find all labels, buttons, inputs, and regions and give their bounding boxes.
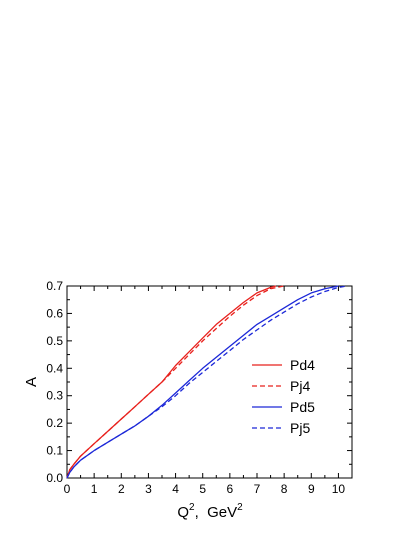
x-tick-label-0: 0	[64, 482, 71, 496]
y-tick-label-7: 0.7	[46, 279, 63, 293]
series-line-pd4	[66, 285, 277, 479]
x-tick-label-4: 4	[172, 482, 179, 496]
x-tick-label-9: 9	[308, 482, 315, 496]
y-tick-label-6: 0.6	[46, 306, 63, 320]
y-tick-label-1: 0.1	[46, 444, 63, 458]
axis-ticks	[66, 285, 352, 479]
y-tick-label-3: 0.3	[46, 389, 63, 403]
y-tick-label-4: 0.4	[46, 361, 63, 375]
x-axis-title: Q2, GeV2	[177, 502, 243, 521]
x-tick-label-2: 2	[118, 482, 125, 496]
tick-labels: 0 1 2 3 4 5 6 7 8 9 10 0.0 0.1 0.2 0.3 0.4 0.5 0.6 0.7	[46, 279, 345, 496]
series-line-pj4	[66, 285, 285, 479]
legend-label-pj5: Pj5	[290, 420, 310, 436]
x-axis-title-symbol: Q	[177, 504, 189, 521]
x-tick-label-3: 3	[145, 482, 152, 496]
legend-label-pj4: Pj4	[290, 378, 310, 394]
series-lines	[66, 285, 347, 479]
x-tick-label-7: 7	[254, 482, 261, 496]
legend-entry-pd4: Pd4	[252, 357, 315, 373]
x-axis-title-unit-exponent: 2	[237, 502, 243, 513]
x-axis-title-unit: , GeV	[195, 504, 238, 521]
legend-entry-pj5: Pj5	[252, 420, 310, 436]
y-axis-title: A	[23, 377, 40, 387]
legend-entry-pj4: Pj4	[252, 378, 310, 394]
y-tick-label-0: 0.0	[46, 471, 63, 485]
legend: Pd4 Pj4 Pd5 Pj5	[252, 357, 315, 436]
legend-label-pd5: Pd5	[290, 399, 315, 415]
legend-label-pd4: Pd4	[290, 357, 315, 373]
x-tick-label-10: 10	[332, 482, 346, 496]
y-tick-label-5: 0.5	[46, 334, 63, 348]
legend-entry-pd5: Pd5	[252, 399, 315, 415]
x-tick-label-8: 8	[281, 482, 288, 496]
x-tick-label-5: 5	[199, 482, 206, 496]
x-tick-label-1: 1	[91, 482, 98, 496]
y-tick-label-2: 0.2	[46, 416, 63, 430]
series-line-pj5	[66, 285, 347, 479]
x-tick-label-6: 6	[227, 482, 234, 496]
x-axis-title-symbol-exponent: 2	[189, 502, 195, 513]
